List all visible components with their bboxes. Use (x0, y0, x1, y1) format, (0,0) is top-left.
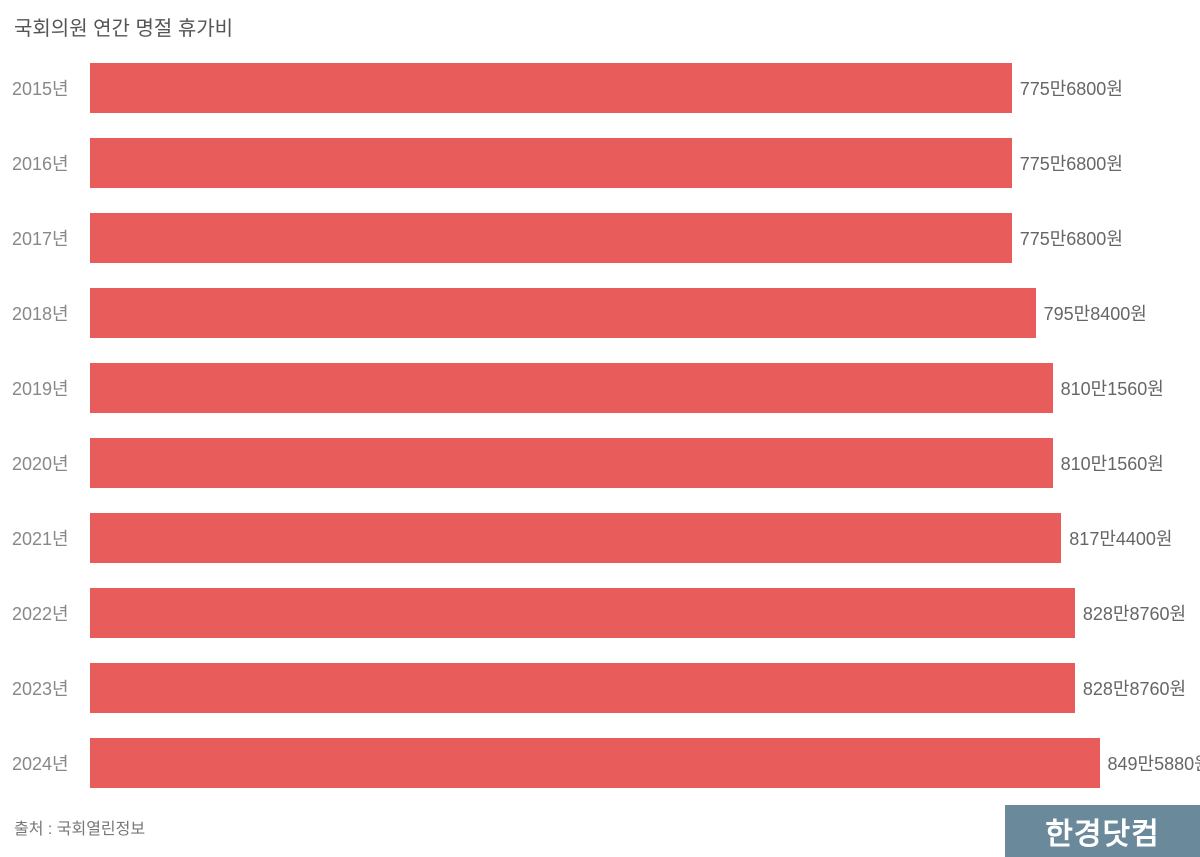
bar-row: 2016년 775만6800원 (0, 125, 1200, 200)
bar (90, 663, 1075, 713)
bar-row: 2017년 775만6800원 (0, 200, 1200, 275)
bar (90, 438, 1053, 488)
bar-row: 2015년 775만6800원 (0, 50, 1200, 125)
y-axis-label: 2024년 (12, 750, 82, 776)
y-axis-label: 2016년 (12, 150, 82, 176)
value-label: 795만8400원 (1044, 300, 1147, 326)
bar (90, 588, 1075, 638)
source-label: 출처 : 국회열린정보 (14, 815, 145, 839)
bar-row: 2020년 810만1560원 (0, 425, 1200, 500)
y-axis-label: 2018년 (12, 300, 82, 326)
y-axis-label: 2022년 (12, 600, 82, 626)
chart-title: 국회의원 연간 명절 휴가비 (14, 12, 233, 41)
value-label: 775만6800원 (1020, 225, 1123, 251)
chart-area: 2015년 775만6800원 2016년 775만6800원 2017년 775만680… (0, 50, 1200, 800)
bar-row: 2019년 810만1560원 (0, 350, 1200, 425)
bar (90, 363, 1053, 413)
value-label: 810만1560원 (1061, 450, 1164, 476)
y-axis-label: 2015년 (12, 75, 82, 101)
bar (90, 138, 1012, 188)
bar-row: 2021년 817만4400원 (0, 500, 1200, 575)
value-label: 775만6800원 (1020, 150, 1123, 176)
y-axis-label: 2023년 (12, 675, 82, 701)
y-axis-label: 2021년 (12, 525, 82, 551)
value-label: 817만4400원 (1069, 525, 1172, 551)
bar-row: 2022년 828만8760원 (0, 575, 1200, 650)
value-label: 828만8760원 (1083, 600, 1186, 626)
logo-badge: 한경닷컴 (1005, 805, 1200, 857)
value-label: 775만6800원 (1020, 75, 1123, 101)
bar-row: 2023년 828만8760원 (0, 650, 1200, 725)
y-axis-label: 2017년 (12, 225, 82, 251)
bar (90, 513, 1061, 563)
value-label: 828만8760원 (1083, 675, 1186, 701)
bar-row: 2024년 849만5880원 (0, 725, 1200, 800)
value-label: 810만1560원 (1061, 375, 1164, 401)
value-label: 849만5880원 (1108, 750, 1200, 776)
bar (90, 213, 1012, 263)
bar (90, 288, 1036, 338)
bar-row: 2018년 795만8400원 (0, 275, 1200, 350)
y-axis-label: 2019년 (12, 375, 82, 401)
y-axis-label: 2020년 (12, 450, 82, 476)
bar (90, 738, 1100, 788)
bar (90, 63, 1012, 113)
